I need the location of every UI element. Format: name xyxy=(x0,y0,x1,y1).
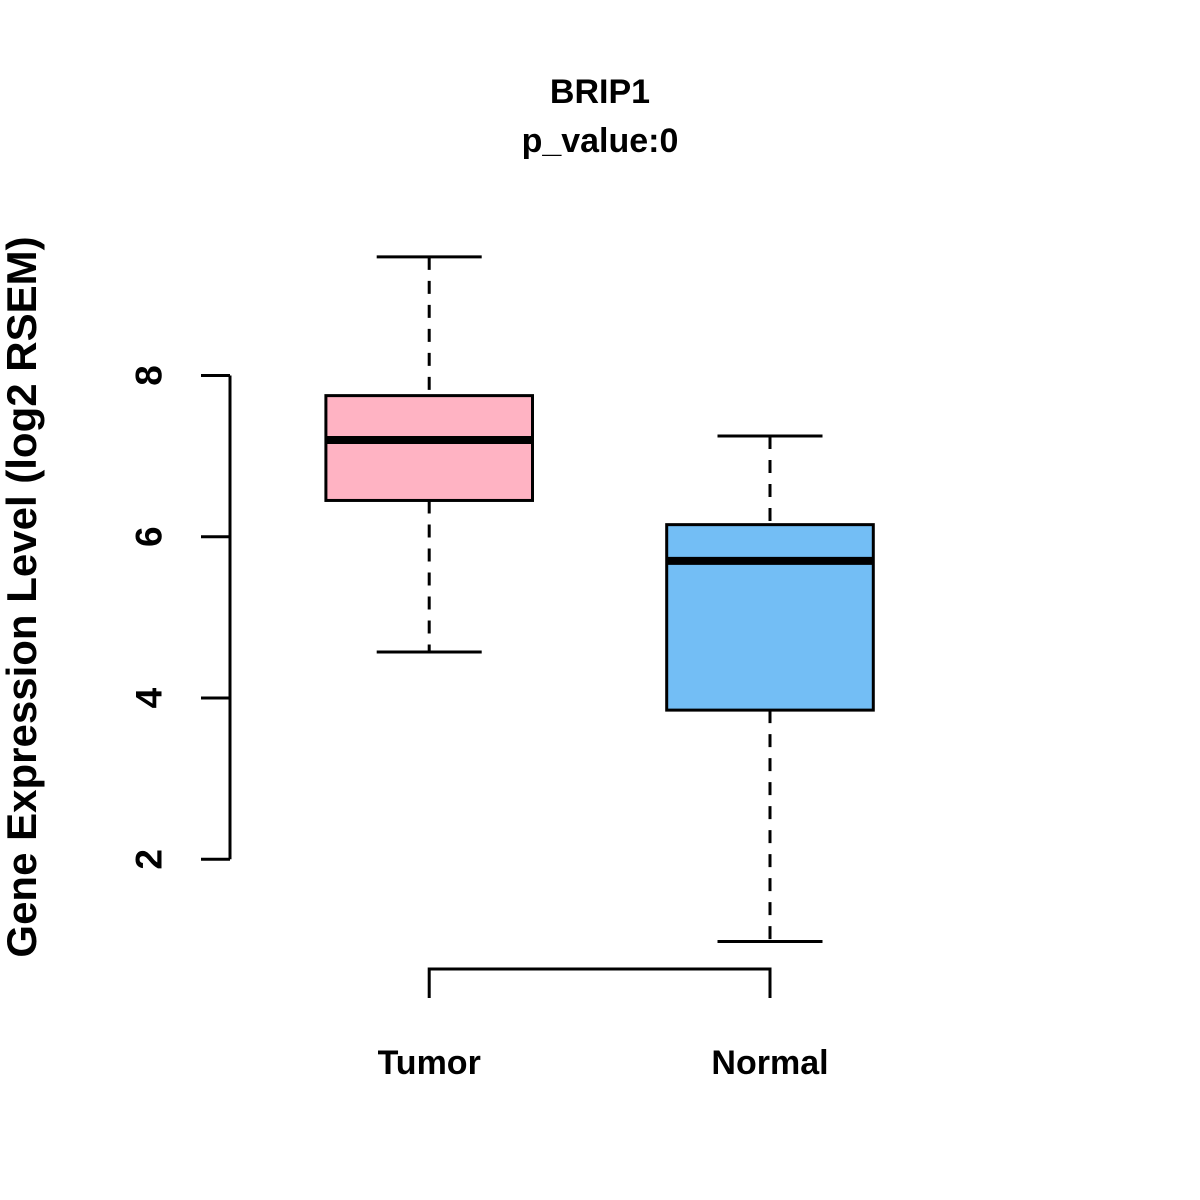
plot-elements: 2 4 6 8 Tumor Normal xyxy=(129,255,875,1082)
y-tick-label: 4 xyxy=(129,687,170,708)
x-category-label-tumor: Tumor xyxy=(378,1044,481,1082)
y-tick-label: 2 xyxy=(129,849,170,870)
chart-title: BRIP1 xyxy=(550,73,650,111)
chart-subtitle: p_value:0 xyxy=(522,122,679,160)
tumor-box xyxy=(324,394,534,502)
y-tick-label: 8 xyxy=(129,365,170,386)
normal-box xyxy=(665,523,875,712)
comparison-bracket xyxy=(427,967,772,998)
y-axis-title: Gene Expression Level (log2 RSEM) xyxy=(0,236,45,957)
y-tick-label: 6 xyxy=(129,526,170,547)
x-category-label-normal: Normal xyxy=(711,1044,828,1082)
